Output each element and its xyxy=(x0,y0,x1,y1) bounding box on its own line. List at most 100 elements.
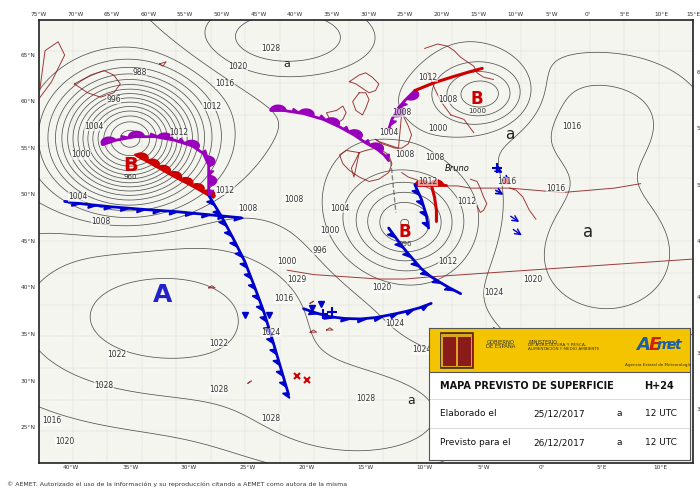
Polygon shape xyxy=(416,180,428,185)
Text: 1028: 1028 xyxy=(261,44,281,53)
Polygon shape xyxy=(129,131,144,137)
Text: 10°W: 10°W xyxy=(507,12,523,17)
Text: 30°N: 30°N xyxy=(696,407,700,413)
Polygon shape xyxy=(387,233,396,238)
Polygon shape xyxy=(260,317,267,322)
Text: 60°N: 60°N xyxy=(696,70,700,75)
Text: 40°W: 40°W xyxy=(63,466,79,470)
Text: 1012: 1012 xyxy=(216,186,234,195)
Text: 50°N: 50°N xyxy=(20,192,35,197)
Text: 1020: 1020 xyxy=(372,283,392,293)
Polygon shape xyxy=(422,222,428,228)
Polygon shape xyxy=(209,171,214,176)
Text: 1024: 1024 xyxy=(386,319,405,328)
Text: 1012: 1012 xyxy=(202,101,221,111)
Text: 65°W: 65°W xyxy=(104,12,120,17)
Polygon shape xyxy=(276,371,284,376)
Polygon shape xyxy=(430,180,443,185)
Bar xyxy=(443,337,456,366)
Polygon shape xyxy=(248,284,256,290)
Text: 25°W: 25°W xyxy=(240,466,256,470)
Text: 1028: 1028 xyxy=(94,381,113,390)
Polygon shape xyxy=(180,177,193,185)
Polygon shape xyxy=(252,295,260,301)
Polygon shape xyxy=(309,311,318,315)
Text: 75°W: 75°W xyxy=(30,12,47,17)
Polygon shape xyxy=(349,130,362,139)
Text: 1008: 1008 xyxy=(238,203,258,213)
Text: 1008: 1008 xyxy=(438,95,457,104)
Text: 1024: 1024 xyxy=(261,328,281,337)
Text: 1000: 1000 xyxy=(277,257,297,266)
Polygon shape xyxy=(325,118,340,126)
Text: ALIMENTACIÓN Y MEDIO AMBIENTE: ALIMENTACIÓN Y MEDIO AMBIENTE xyxy=(528,346,600,351)
Text: 1024: 1024 xyxy=(412,345,431,354)
Text: 1028: 1028 xyxy=(209,385,228,394)
Polygon shape xyxy=(153,210,162,214)
Text: 70°W: 70°W xyxy=(67,12,83,17)
Polygon shape xyxy=(395,243,403,248)
Text: a: a xyxy=(583,223,594,242)
Text: 0°: 0° xyxy=(585,12,591,17)
Text: 25/12/2017: 25/12/2017 xyxy=(533,409,585,418)
Text: 30°W: 30°W xyxy=(181,466,197,470)
Polygon shape xyxy=(416,200,424,206)
Polygon shape xyxy=(224,231,232,237)
Polygon shape xyxy=(234,217,244,221)
Polygon shape xyxy=(341,318,350,322)
Polygon shape xyxy=(421,304,428,311)
Polygon shape xyxy=(218,216,227,220)
Text: 35°W: 35°W xyxy=(122,466,139,470)
Text: 50°N: 50°N xyxy=(696,183,700,188)
Text: 1029: 1029 xyxy=(288,274,307,284)
Text: a: a xyxy=(284,59,290,69)
Polygon shape xyxy=(213,211,221,216)
Polygon shape xyxy=(390,313,398,318)
Polygon shape xyxy=(209,175,216,186)
Text: 15°E: 15°E xyxy=(686,12,700,17)
Text: Bruno: Bruno xyxy=(444,164,469,172)
Text: a: a xyxy=(617,438,622,447)
Text: 1028: 1028 xyxy=(261,414,281,423)
Text: 1012: 1012 xyxy=(419,177,438,186)
Polygon shape xyxy=(406,310,414,315)
Text: 12 UTC: 12 UTC xyxy=(645,409,676,418)
Text: 960: 960 xyxy=(123,174,137,180)
Text: 20°W: 20°W xyxy=(433,12,450,17)
Text: a: a xyxy=(505,127,514,143)
Polygon shape xyxy=(370,143,384,152)
Polygon shape xyxy=(270,349,277,355)
Text: 1012: 1012 xyxy=(438,257,457,266)
Polygon shape xyxy=(358,319,367,322)
Polygon shape xyxy=(202,214,211,218)
Text: 55°N: 55°N xyxy=(20,146,35,151)
Polygon shape xyxy=(256,306,264,311)
Polygon shape xyxy=(432,280,442,284)
Polygon shape xyxy=(146,159,160,167)
Bar xyxy=(440,332,473,368)
Text: 1020: 1020 xyxy=(523,274,542,284)
Text: GOBIERNO: GOBIERNO xyxy=(486,340,514,344)
Polygon shape xyxy=(402,253,412,258)
Polygon shape xyxy=(202,150,207,156)
Polygon shape xyxy=(374,317,383,321)
Polygon shape xyxy=(365,140,370,146)
Text: 0°: 0° xyxy=(539,466,546,470)
Text: 996: 996 xyxy=(313,245,327,255)
Text: 55°N: 55°N xyxy=(696,126,700,131)
Polygon shape xyxy=(292,108,300,113)
Polygon shape xyxy=(186,213,195,216)
Text: 1022: 1022 xyxy=(209,339,228,348)
Text: 1012: 1012 xyxy=(458,197,477,206)
Polygon shape xyxy=(267,338,274,344)
Text: A: A xyxy=(636,336,650,354)
Text: t: t xyxy=(675,339,681,352)
Polygon shape xyxy=(420,271,430,276)
Text: a: a xyxy=(617,409,622,418)
Text: 1016: 1016 xyxy=(216,79,234,88)
Text: 45°N: 45°N xyxy=(20,239,35,244)
Text: 1012: 1012 xyxy=(169,128,189,137)
Text: 1008: 1008 xyxy=(91,217,111,226)
Text: E: E xyxy=(648,336,661,354)
Polygon shape xyxy=(279,382,286,388)
